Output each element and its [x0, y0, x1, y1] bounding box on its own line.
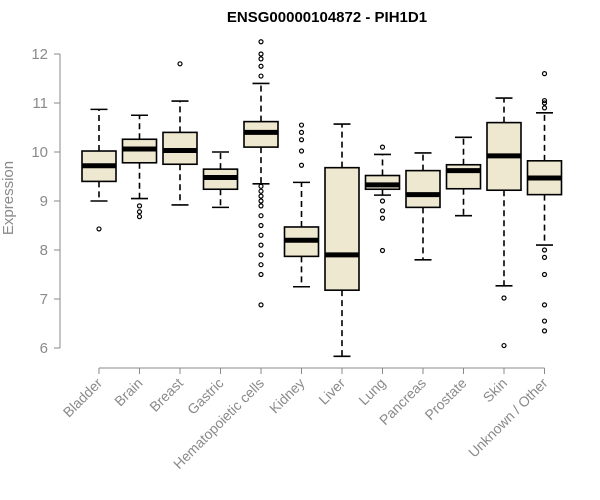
outlier-point: [258, 198, 264, 204]
box-brain: [121, 114, 158, 220]
outlier-point: [541, 318, 548, 324]
x-tick-label: Bladder: [60, 375, 106, 421]
box-hematopoietic-cells: [243, 39, 279, 308]
x-tick-label: Prostate: [421, 375, 469, 423]
outlier-point: [258, 213, 264, 219]
box-unknown-other: [526, 70, 563, 334]
outlier-point: [379, 144, 386, 150]
outlier-point: [258, 63, 264, 69]
outlier-point: [541, 302, 548, 308]
outlier-point: [541, 271, 548, 278]
outlier-point: [541, 97, 548, 104]
outlier-point: [258, 232, 264, 238]
outlier-point: [258, 203, 264, 209]
outlier-point: [177, 61, 183, 67]
outlier-point: [541, 100, 548, 106]
x-tick-label: Kidney: [266, 375, 308, 417]
y-tick-label: 12: [31, 46, 48, 63]
y-tick-label: 6: [40, 340, 48, 357]
outlier-point: [298, 162, 305, 168]
outlier-point: [258, 188, 264, 194]
outlier-point: [298, 148, 305, 154]
box-prostate: [445, 136, 482, 217]
y-axis-label: Expression: [0, 161, 17, 235]
outlier-point: [379, 215, 386, 221]
box-skin: [486, 97, 522, 349]
box-lung: [364, 144, 401, 254]
outlier-point: [258, 222, 264, 229]
y-tick-label: 9: [40, 193, 48, 210]
x-tick-label: Brain: [111, 375, 145, 409]
outlier-point: [258, 262, 264, 268]
x-tick-label: Liver: [315, 375, 348, 408]
box-breast: [162, 61, 198, 206]
outlier-point: [258, 183, 264, 189]
chart-title: ENSG00000104872 - PIH1D1: [227, 9, 427, 26]
outlier-point: [379, 208, 386, 214]
box-kidney: [283, 122, 320, 288]
outlier-point: [541, 70, 548, 77]
box-iqr: [405, 169, 441, 209]
outlier-point: [298, 122, 305, 128]
outlier-point: [136, 214, 143, 220]
outlier-point: [298, 137, 305, 143]
box-iqr: [324, 166, 360, 291]
outlier-point: [96, 226, 102, 232]
outlier-point: [541, 247, 548, 253]
box-bladder: [81, 108, 117, 232]
y-tick-label: 10: [31, 144, 48, 161]
box-series: [81, 39, 563, 358]
outlier-point: [136, 203, 143, 209]
box-liver: [324, 123, 360, 358]
outlier-point: [258, 271, 264, 278]
outlier-point: [258, 302, 264, 308]
outlier-point: [258, 193, 264, 199]
outlier-point: [541, 254, 548, 260]
y-axis: 6 7 8 9 10 11 12: [31, 46, 61, 357]
outlier-point: [501, 342, 507, 349]
y-tick-label: 8: [40, 242, 48, 259]
outlier-point: [541, 328, 548, 334]
box-pancreas: [405, 152, 441, 261]
outlier-point: [258, 56, 264, 62]
outlier-point: [258, 252, 264, 258]
x-tick-label: Breast: [146, 375, 186, 415]
outlier-point: [501, 295, 507, 301]
y-tick-label: 7: [40, 291, 48, 308]
outlier-point: [258, 242, 264, 248]
outlier-point: [298, 129, 305, 135]
y-tick-label: 11: [32, 95, 48, 112]
x-tick-label: Skin: [480, 375, 511, 406]
outlier-point: [258, 39, 264, 45]
x-tick-label: Lung: [355, 375, 388, 408]
outlier-point: [258, 51, 264, 57]
outlier-point: [379, 198, 386, 204]
box-gastric: [202, 151, 239, 209]
outlier-point: [136, 209, 143, 215]
outlier-point: [258, 73, 264, 79]
outlier-point: [379, 247, 386, 254]
outlier-point: [541, 105, 548, 111]
